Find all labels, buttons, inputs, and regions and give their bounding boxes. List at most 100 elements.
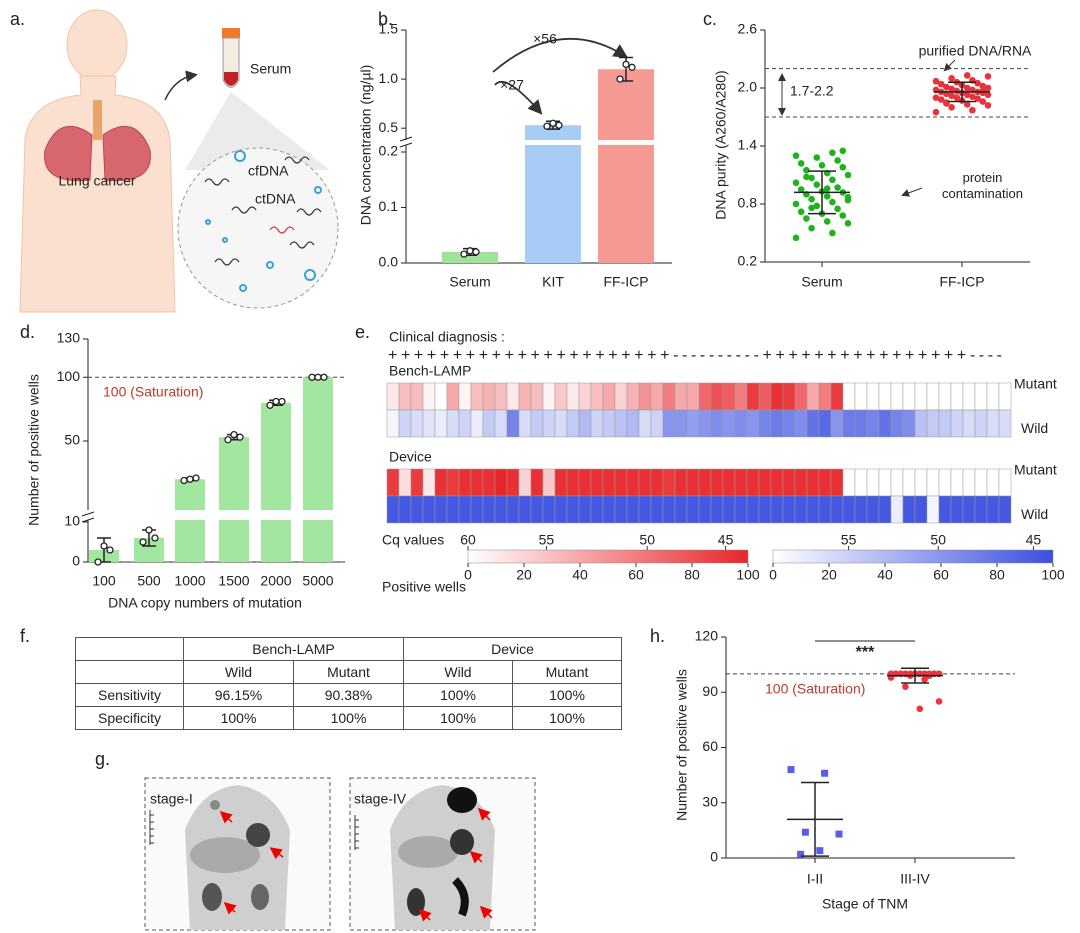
data-point <box>803 215 810 222</box>
colorbar-tick-label: 80 <box>684 567 700 583</box>
data-point <box>834 157 841 164</box>
arrow <box>477 807 491 821</box>
heatmap-cell <box>470 468 484 497</box>
data-point <box>823 218 831 225</box>
heatmap-cell <box>734 382 748 411</box>
heatmap-cell <box>854 409 868 438</box>
x-tick-label: 100 <box>92 573 116 589</box>
heatmap-cell <box>758 468 772 497</box>
data-point <box>829 229 836 237</box>
heatmap-cell <box>902 409 916 438</box>
heatmap-cell <box>878 409 892 438</box>
heatmap-cell <box>746 468 760 497</box>
data-point <box>555 121 563 129</box>
lesion <box>447 787 477 813</box>
image-label: stage-IV <box>354 791 407 807</box>
data-point <box>813 202 821 210</box>
data-point <box>969 93 976 100</box>
bar-part <box>303 520 333 562</box>
heatmap-cell <box>986 495 1000 524</box>
reference-label: 100 (Saturation) <box>765 681 865 697</box>
bar <box>175 479 205 562</box>
heatmap-cell <box>746 382 760 411</box>
data-point <box>320 373 328 381</box>
heatmap-cell <box>602 468 616 497</box>
heatmap-cell <box>410 495 424 524</box>
data-point <box>844 196 852 204</box>
organ <box>246 823 270 847</box>
data-point <box>823 185 831 192</box>
heatmap-cell <box>566 495 580 524</box>
y-tick-label: 0.8 <box>738 195 758 211</box>
data-point <box>787 766 795 774</box>
table-cell <box>75 660 184 684</box>
cq-tick-label: 55 <box>539 532 555 548</box>
heatmap-cell <box>686 382 700 411</box>
heatmap-cell <box>398 495 412 524</box>
heatmap-cell <box>770 409 784 438</box>
row-label: Wild <box>1021 506 1048 522</box>
heatmap-cell <box>722 409 736 438</box>
heatmap-cell <box>626 382 640 411</box>
heatmap-cell <box>398 382 412 411</box>
data-point <box>932 94 940 101</box>
y-tick-label: 50 <box>64 432 80 448</box>
heatmap-cell <box>578 409 592 438</box>
x-tick-label: FF-ICP <box>603 274 648 290</box>
data-point <box>792 200 800 208</box>
data-point <box>224 436 232 444</box>
heatmap-cell <box>974 382 988 411</box>
bar <box>525 125 581 263</box>
bar <box>261 402 291 562</box>
heatmap-cell <box>638 382 652 411</box>
arrow <box>943 59 956 72</box>
heatmap-cell <box>890 468 904 497</box>
data-point <box>808 195 815 203</box>
heatmap-cell <box>998 495 1012 524</box>
data-point <box>932 108 940 116</box>
data-point <box>834 184 841 191</box>
heatmap-cell <box>530 409 544 438</box>
data-point <box>984 73 992 80</box>
y-tick-label: 0.1 <box>379 198 399 214</box>
bar <box>598 69 654 263</box>
body-label: Lung cancer <box>58 173 135 189</box>
heatmap-cell <box>386 468 400 497</box>
colorbar-tick-label: 20 <box>516 567 532 583</box>
arrow <box>223 902 237 915</box>
data-point <box>266 401 274 409</box>
x-tick-label: FF-ICP <box>939 274 984 290</box>
diagnosis: ++++++++++++++++++++++----------++++++++… <box>388 347 1002 364</box>
heatmap-cell <box>638 495 652 524</box>
panel-label: d. <box>20 322 35 342</box>
row-label: Wild <box>1021 420 1048 436</box>
heatmap-cell <box>650 409 664 438</box>
heatmap-cell <box>602 495 616 524</box>
head <box>66 9 128 81</box>
data-point <box>797 186 805 193</box>
colorbar-tick-label: 60 <box>933 567 949 583</box>
heatmap-cell <box>998 382 1012 411</box>
heatmap-cell <box>590 495 604 524</box>
data-point <box>963 72 971 79</box>
colorbar-title: Positive wells <box>382 579 466 595</box>
heatmap-cell <box>626 495 640 524</box>
heatmap-cell <box>806 409 820 438</box>
heatmap-cell <box>662 382 676 411</box>
heatmap-cell <box>458 382 472 411</box>
arrow <box>219 810 233 824</box>
row-label: Mutant <box>1014 376 1057 392</box>
scale-bar <box>354 815 359 850</box>
heatmap-cell <box>686 468 700 497</box>
heatmap-cell <box>590 409 604 438</box>
data-point <box>808 174 815 182</box>
sd-bar <box>808 170 836 215</box>
heatmap-cell <box>458 495 472 524</box>
data-point <box>151 534 159 542</box>
heatmap-cell <box>506 468 520 497</box>
heatmap-cell <box>518 495 532 524</box>
colorbar-tick-label: 100 <box>1041 567 1065 583</box>
reference-label: 100 (Saturation) <box>103 384 203 400</box>
bar-part <box>525 145 581 263</box>
